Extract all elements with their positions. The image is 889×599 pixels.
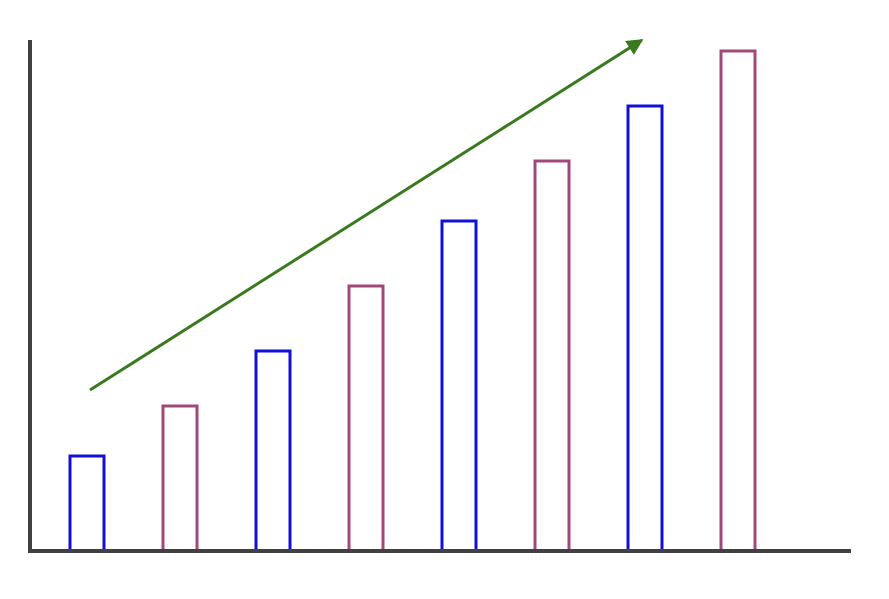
bar-1 xyxy=(68,454,106,553)
bar-8 xyxy=(719,49,757,553)
bar-6 xyxy=(533,159,571,553)
bar-2 xyxy=(161,404,199,553)
bar-5 xyxy=(440,219,478,553)
trend-arrow xyxy=(89,38,644,392)
bar-7 xyxy=(626,104,664,553)
bar-3 xyxy=(254,349,292,553)
bars-group xyxy=(68,49,757,553)
bar-4 xyxy=(347,284,385,553)
